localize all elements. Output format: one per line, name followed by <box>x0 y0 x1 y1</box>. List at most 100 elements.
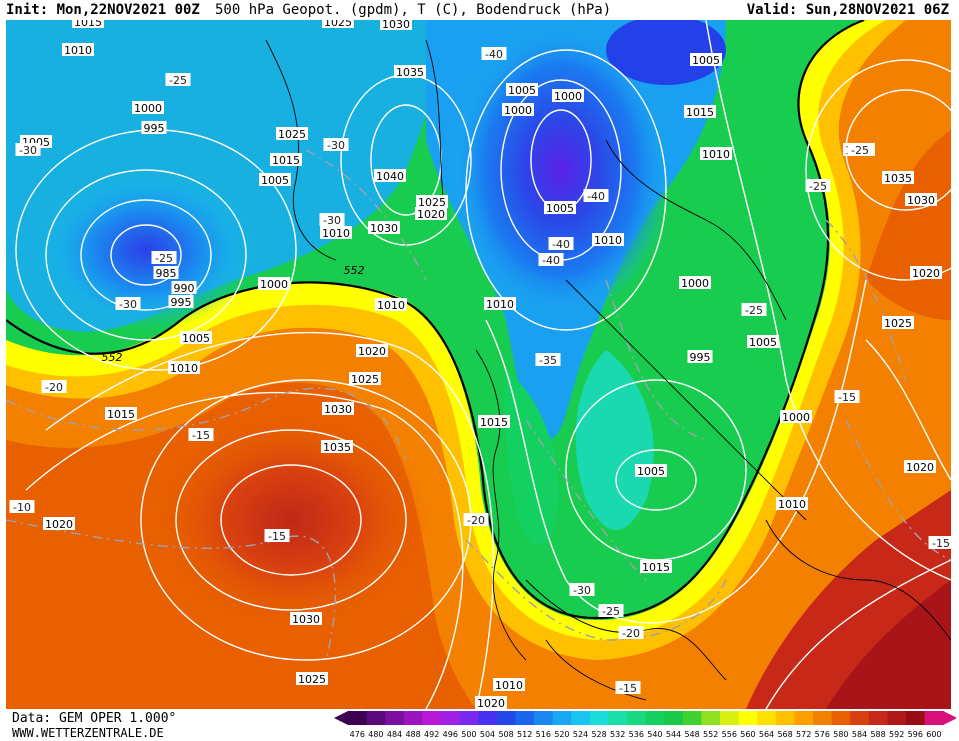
svg-text:1010: 1010 <box>377 299 405 312</box>
svg-text:995: 995 <box>144 122 165 135</box>
svg-text:1020: 1020 <box>417 208 445 221</box>
svg-text:1010: 1010 <box>778 498 806 511</box>
legend-tick-label: 588 <box>870 730 885 739</box>
svg-text:1030: 1030 <box>907 194 935 207</box>
legend-swatch <box>813 711 833 725</box>
init-time: Init: Mon,22NOV2021 00Z <box>6 2 200 18</box>
legend-swatch <box>459 711 479 725</box>
legend-tick-label: 476 <box>350 730 365 739</box>
svg-text:1000: 1000 <box>134 102 162 115</box>
pressure-label: 1035 <box>394 65 426 79</box>
pressure-label: 995 <box>687 350 713 364</box>
pressure-label: 1005 <box>180 331 212 345</box>
pressure-label: 1005 <box>259 173 291 187</box>
legend-swatch <box>775 711 795 725</box>
temperature-label: -25 <box>165 73 191 87</box>
svg-text:-15: -15 <box>932 537 950 550</box>
svg-text:-10: -10 <box>13 501 31 514</box>
svg-text:1000: 1000 <box>504 104 532 117</box>
temperature-label: -30 <box>15 143 41 157</box>
legend-tick-label: 484 <box>387 730 402 739</box>
temperature-label: -15 <box>264 529 290 543</box>
svg-text:-15: -15 <box>268 530 286 543</box>
svg-text:1010: 1010 <box>322 227 350 240</box>
svg-text:1005: 1005 <box>637 465 665 478</box>
legend-swatch <box>757 711 777 725</box>
svg-text:1030: 1030 <box>382 20 410 31</box>
svg-text:-40: -40 <box>587 190 605 203</box>
pressure-label: 1015 <box>72 20 104 29</box>
pressure-label: 1000 <box>552 89 584 103</box>
pressure-label: 1010 <box>320 226 352 240</box>
svg-text:1015: 1015 <box>686 106 714 119</box>
svg-text:1020: 1020 <box>477 697 505 709</box>
legend-tick-label: 516 <box>536 730 551 739</box>
pressure-label: 1015 <box>105 407 137 421</box>
svg-text:1010: 1010 <box>594 234 622 247</box>
pressure-label: 1010 <box>375 298 407 312</box>
svg-text:-25: -25 <box>745 304 763 317</box>
legend-swatch <box>441 711 461 725</box>
temperature-label: -35 <box>535 353 561 367</box>
geopotential-labels: 552 552 <box>102 264 365 364</box>
pressure-label: 1015 <box>478 415 510 429</box>
chart-title: 500 hPa Geopot. (gpdm), T (C), Bodendruc… <box>215 2 612 18</box>
svg-text:-30: -30 <box>327 139 345 152</box>
pressure-label: 1035 <box>882 171 914 185</box>
svg-text:-25: -25 <box>851 144 869 157</box>
legend-swatch <box>552 711 572 725</box>
svg-text:1025: 1025 <box>278 128 306 141</box>
svg-text:1035: 1035 <box>323 441 351 454</box>
svg-text:-25: -25 <box>169 74 187 87</box>
legend-swatch <box>589 711 609 725</box>
legend-swatch <box>701 711 721 725</box>
pressure-label: 1010 <box>592 233 624 247</box>
svg-text:1005: 1005 <box>508 84 536 97</box>
svg-text:1005: 1005 <box>546 202 574 215</box>
svg-text:1025: 1025 <box>324 20 352 29</box>
temperature-label: -15 <box>188 428 214 442</box>
svg-text:1035: 1035 <box>396 66 424 79</box>
temperature-label: -30 <box>319 213 345 227</box>
svg-text:1010: 1010 <box>495 679 523 692</box>
legend-swatch <box>496 711 516 725</box>
svg-text:1030: 1030 <box>324 403 352 416</box>
svg-text:1020: 1020 <box>358 345 386 358</box>
legend-tick-label: 580 <box>833 730 848 739</box>
legend-arrow-right <box>943 711 956 725</box>
svg-text:-15: -15 <box>192 429 210 442</box>
pressure-label: 1000 <box>258 277 290 291</box>
svg-text:-30: -30 <box>119 298 137 311</box>
valid-time: Valid: Sun,28NOV2021 06Z <box>746 2 949 18</box>
pressure-label: 1025 <box>416 195 448 209</box>
pressure-label: 1020 <box>904 460 936 474</box>
svg-text:1020: 1020 <box>45 518 73 531</box>
svg-text:1000: 1000 <box>260 278 288 291</box>
legend-tick-label: 520 <box>554 730 569 739</box>
legend-tick-label: 536 <box>629 730 644 739</box>
temperature-label: -15 <box>928 536 951 550</box>
pressure-label: 1010 <box>700 147 732 161</box>
pressure-label: 1010 <box>776 497 808 511</box>
chart-footer: Data: GEM OPER 1.000° WWW.WETTERZENTRALE… <box>0 709 959 741</box>
svg-text:-30: -30 <box>19 144 37 157</box>
pressure-label: 1025 <box>276 127 308 141</box>
temperature-label: -30 <box>323 138 349 152</box>
svg-text:552: 552 <box>102 351 123 364</box>
legend-swatch <box>831 711 851 725</box>
svg-text:552: 552 <box>344 264 365 277</box>
legend-tick-label: 560 <box>740 730 755 739</box>
pressure-label: 1010 <box>484 297 516 311</box>
svg-text:-25: -25 <box>602 605 620 618</box>
legend-tick-label: 548 <box>684 730 699 739</box>
svg-text:-25: -25 <box>809 180 827 193</box>
legend-swatch <box>924 711 944 725</box>
legend-tick-label: 568 <box>777 730 792 739</box>
svg-text:1010: 1010 <box>486 298 514 311</box>
svg-text:1025: 1025 <box>418 196 446 209</box>
geopotential-label: 552 <box>102 351 123 364</box>
svg-text:-40: -40 <box>485 48 503 61</box>
svg-text:-25: -25 <box>155 252 173 265</box>
legend-swatch <box>645 711 665 725</box>
temperature-label: -20 <box>618 626 644 640</box>
